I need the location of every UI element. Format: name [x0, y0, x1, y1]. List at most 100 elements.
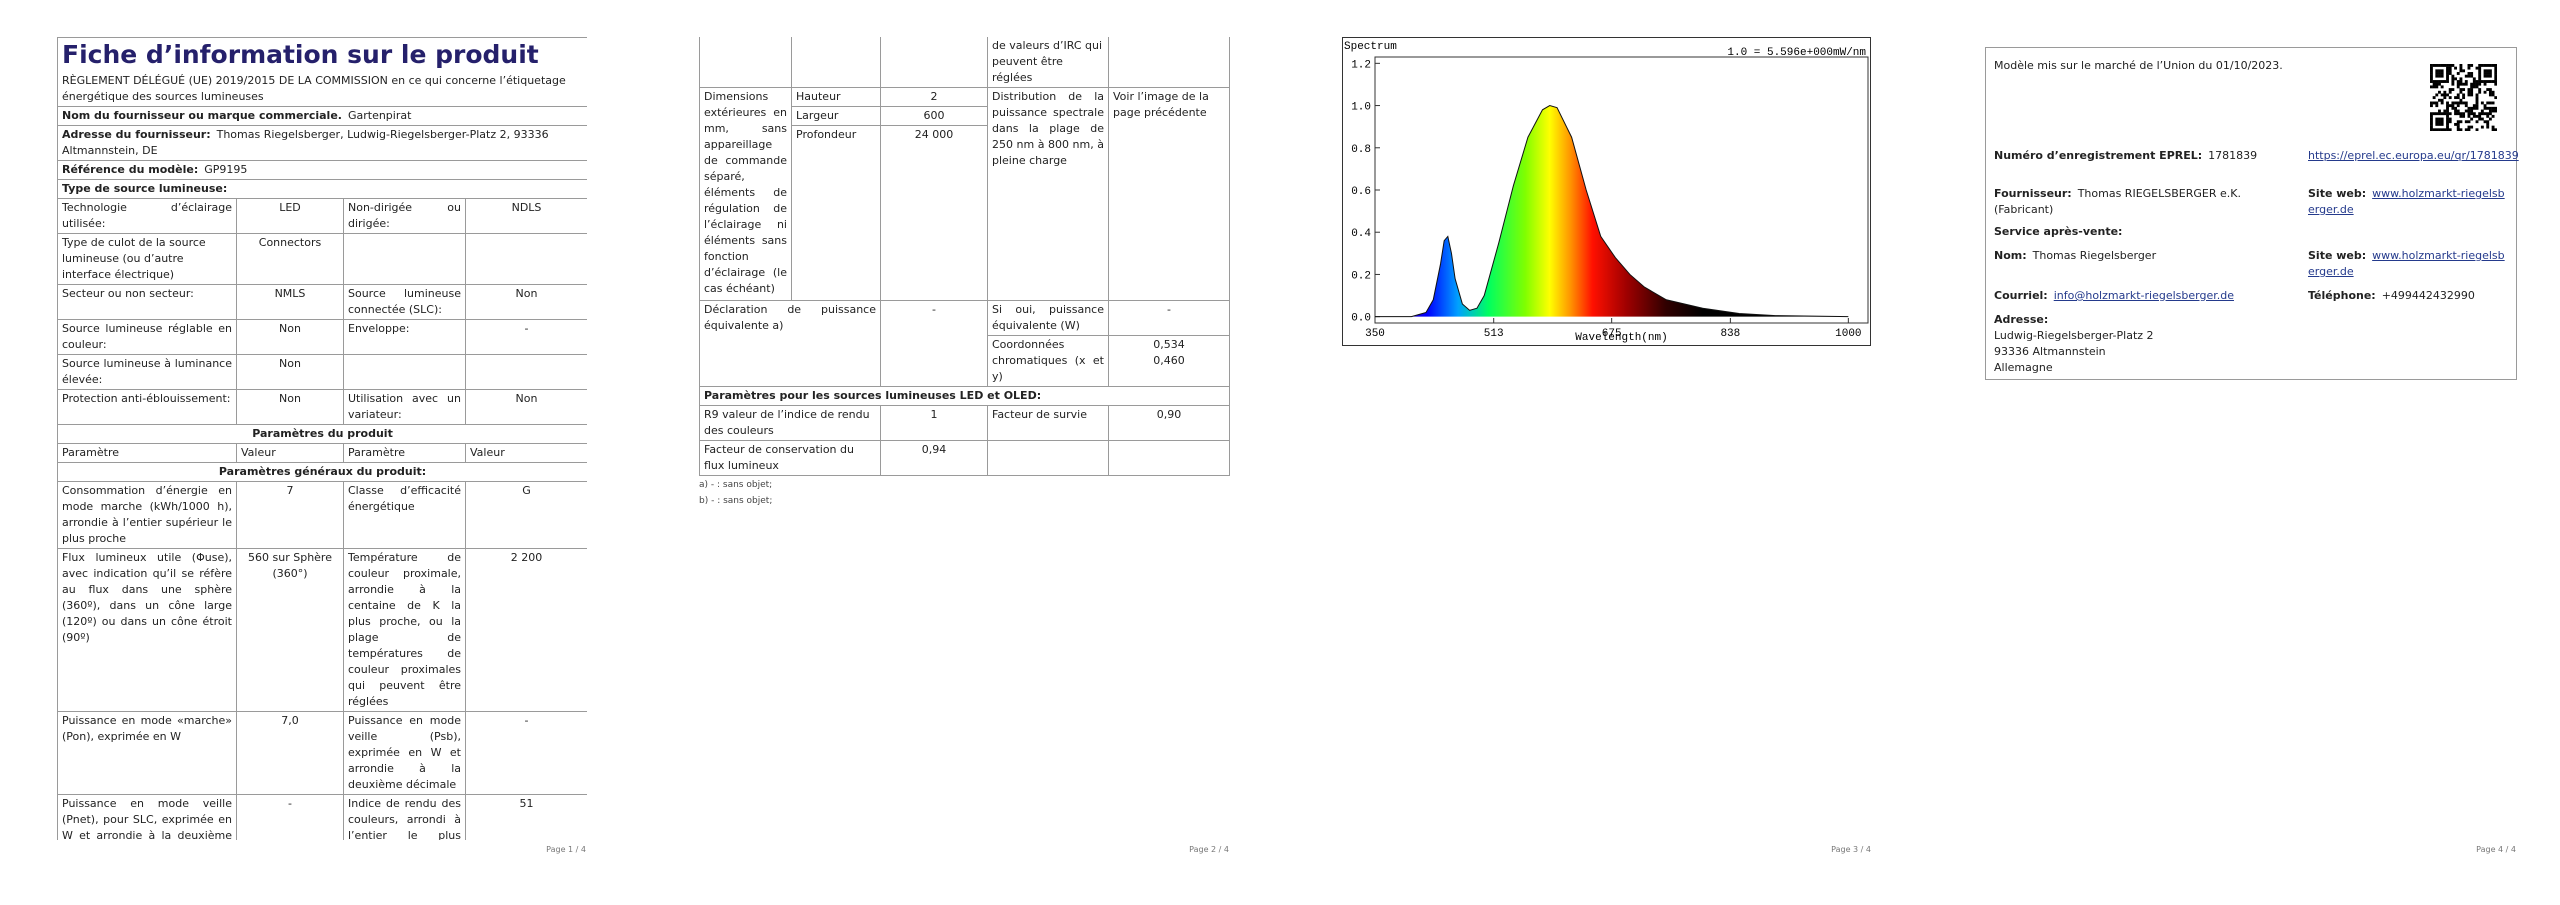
- qr-module: [2488, 112, 2492, 116]
- qr-module: [2470, 64, 2474, 67]
- qr-module: [2472, 106, 2476, 110]
- qr-module: [2451, 104, 2455, 108]
- table-row: Paramètres généraux du produit:: [57, 462, 587, 482]
- qr-module: [2456, 109, 2460, 113]
- table-cell: Source lumineuse réglable en couleur:: [57, 319, 237, 355]
- qr-module: [2456, 104, 2460, 108]
- text: Gartenpirat: [347, 109, 412, 122]
- qr-module: [2470, 82, 2474, 86]
- qr-module: [2446, 117, 2449, 121]
- qr-code: [2430, 64, 2497, 131]
- text: Téléphone:: [2308, 289, 2376, 302]
- y-tick-label: 0.8: [1351, 144, 1371, 156]
- qr-module: [2475, 85, 2479, 89]
- qr-module: [2486, 122, 2490, 126]
- qr-module: [2454, 112, 2457, 116]
- qr-module: [2488, 93, 2492, 97]
- qr-module: [2430, 72, 2433, 75]
- table-row: Profondeur 24 000: [700, 125, 1230, 301]
- page-footer: Page 1 / 4: [546, 845, 586, 854]
- qr-module: [2430, 104, 2433, 108]
- y-tick-label: 1.0: [1351, 102, 1371, 114]
- qr-module: [2483, 64, 2487, 67]
- qr-module: [2488, 74, 2492, 78]
- table-cell: Coordonnées chromatiques (x et y): [987, 335, 1109, 387]
- qr-module: [2488, 101, 2492, 105]
- qr-module: [2459, 128, 2463, 131]
- qr-module: [2478, 114, 2482, 118]
- qr-module: [2454, 96, 2457, 100]
- qr-module: [2472, 82, 2476, 86]
- qr-module: [2440, 98, 2444, 102]
- eprel-link[interactable]: https://eprel.ec.europa.eu/qr/1781839: [2308, 149, 2519, 162]
- table-cell: Paramètre: [343, 443, 466, 463]
- qr-module: [2456, 93, 2460, 97]
- table-row: RÈGLEMENT DÉLÉGUÉ (UE) 2019/2015 DE LA C…: [57, 72, 587, 107]
- qr-module: [2464, 109, 2468, 113]
- qr-module: [2491, 90, 2495, 94]
- qr-module: [2438, 128, 2441, 131]
- table-cell: -: [464, 319, 587, 355]
- qr-module: [2435, 69, 2439, 73]
- qr-module: [2488, 69, 2492, 73]
- qr-module: [2480, 112, 2484, 116]
- qr-module: [2446, 104, 2449, 108]
- table-cell: Largeur: [791, 106, 881, 126]
- table-cell: [464, 233, 587, 285]
- qr-module: [2464, 101, 2468, 105]
- qr-module: [2462, 96, 2466, 100]
- qr-module: [2475, 120, 2479, 124]
- qr-module: [2435, 93, 2439, 97]
- email-link[interactable]: info@holzmarkt-riegelsberger.de: [2053, 289, 2234, 302]
- table-row: Puissance en mode veille (Pnet), pour SL…: [57, 794, 587, 840]
- text: Thomas Riegelsberger, Ludwig-Riegelsberg…: [62, 128, 549, 157]
- qr-module: [2467, 128, 2471, 131]
- qr-module: [2478, 72, 2482, 75]
- table-cell: Flux lumineux utile (Φuse), avec indicat…: [57, 548, 237, 712]
- table-cell: Puissance en mode veille (Pnet), pour SL…: [57, 794, 237, 840]
- table-cell: Facteur de survie: [987, 405, 1109, 441]
- qr-module: [2440, 74, 2444, 78]
- qr-module: [2456, 112, 2460, 116]
- text: Courriel:: [1994, 289, 2048, 302]
- qr-module: [2486, 88, 2490, 91]
- chart-title: Spectrum: [1344, 41, 1397, 53]
- qr-module: [2456, 128, 2460, 131]
- website-link[interactable]: www.holzmarkt-riegelsberger.de: [2308, 187, 2505, 216]
- qr-module: [2483, 120, 2487, 124]
- text-block: Site web: www.holzmarkt-riegelsberger.de: [2308, 248, 2508, 280]
- table-cell: -: [236, 794, 344, 840]
- qr-module: [2486, 64, 2490, 67]
- text-block: Service après-vente:: [1994, 225, 2123, 238]
- table-cell: Profondeur: [791, 125, 881, 301]
- qr-module: [2430, 66, 2433, 70]
- text-block: Modèle mis sur le marché de l’Union du 0…: [1994, 59, 2283, 72]
- x-axis-label: Wavelength(nm): [1575, 332, 1667, 344]
- table-row: Source lumineuse à luminance élevée: Non: [57, 354, 587, 390]
- qr-module: [2475, 101, 2479, 105]
- qr-module: [2454, 106, 2457, 110]
- qr-module: [2446, 106, 2449, 110]
- table-row: Type de source lumineuse:: [57, 179, 587, 199]
- qr-module: [2446, 74, 2449, 78]
- table-row: de valeurs d’IRC qui peuvent être réglée…: [699, 37, 1230, 88]
- table-cell: Référence du modèle: GP9195: [57, 160, 587, 180]
- qr-module: [2435, 72, 2439, 75]
- qr-module: [2446, 120, 2449, 124]
- qr-module: [2432, 85, 2436, 89]
- qr-module: [2454, 77, 2457, 81]
- qr-module: [2446, 122, 2449, 126]
- qr-module: [2446, 101, 2449, 105]
- qr-module: [2494, 69, 2497, 73]
- qr-module: [2432, 64, 2436, 67]
- website-link[interactable]: www.holzmarkt-riegelsberger.de: [2308, 249, 2505, 278]
- qr-module: [2448, 96, 2452, 100]
- qr-module: [2438, 72, 2441, 75]
- qr-module: [2486, 120, 2490, 124]
- table-cell: [880, 37, 988, 88]
- text-block: Adresse:: [1994, 313, 2049, 326]
- qr-module: [2430, 128, 2433, 131]
- table-cell: Puissance en mode «marche» (Pon), exprim…: [57, 711, 237, 795]
- qr-module: [2446, 93, 2449, 97]
- qr-module: [2454, 122, 2457, 126]
